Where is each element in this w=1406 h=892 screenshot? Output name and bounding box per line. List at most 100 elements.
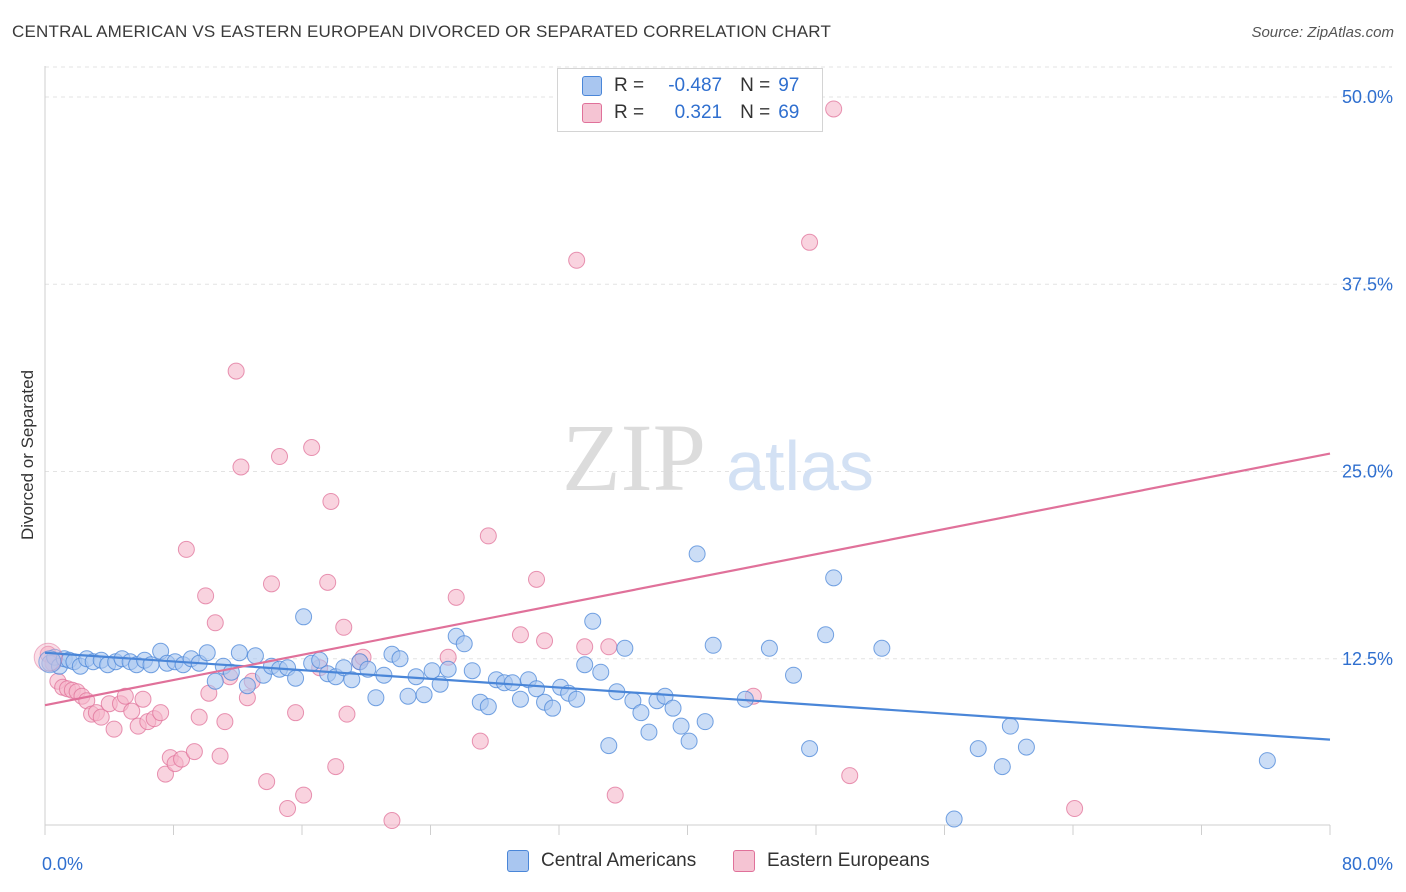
eastern-europeans-point <box>841 767 859 785</box>
chart-title: CENTRAL AMERICAN VS EASTERN EUROPEAN DIV… <box>12 22 832 41</box>
eastern-europeans-point <box>190 708 208 726</box>
watermark-zip: ZIP <box>562 404 706 511</box>
eastern-europeans-point <box>177 540 195 558</box>
r-value: -0.487 <box>668 75 723 96</box>
eastern-europeans-point <box>801 233 819 251</box>
eastern-europeans-point <box>319 573 337 591</box>
y-tick-label: 25.0% <box>1342 462 1393 482</box>
watermark-atlas: atlas <box>726 427 874 505</box>
y-tick-label: 37.5% <box>1342 274 1393 294</box>
central-americans-point <box>287 669 305 687</box>
eastern-europeans-point <box>173 750 191 768</box>
central-americans-point <box>415 686 433 704</box>
y-tick-label: 12.5% <box>1342 649 1393 669</box>
central-americans-point <box>568 690 586 708</box>
legend-item-central-americans[interactable]: Central Americans <box>507 850 696 872</box>
central-americans-point <box>664 699 682 717</box>
eastern-europeans-point <box>383 812 401 830</box>
grid-layer <box>45 66 1392 660</box>
eastern-europeans-point <box>152 704 170 722</box>
eastern-europeans-swatch <box>582 103 602 123</box>
eastern-europeans-point <box>33 642 63 672</box>
eastern-europeans-point <box>227 362 245 380</box>
central-americans-point <box>463 662 481 680</box>
n-label: N = <box>740 75 771 96</box>
r-value: 0.321 <box>674 102 723 123</box>
central-americans-point <box>295 608 313 626</box>
central-americans-point <box>206 672 224 690</box>
eastern-europeans-point <box>303 439 321 457</box>
central-americans-point <box>503 674 521 692</box>
central-americans-point <box>1017 738 1035 756</box>
central-americans-point <box>367 689 385 707</box>
eastern-europeans-point <box>262 575 280 593</box>
central-americans-point <box>801 740 819 758</box>
stats-row-central-americans: R = -0.487 N = 97 <box>582 73 799 99</box>
eastern-europeans-point <box>568 251 586 269</box>
eastern-europeans-point <box>134 690 152 708</box>
eastern-europeans-point <box>271 448 289 466</box>
n-value: 97 <box>778 75 800 96</box>
central-americans-point <box>1001 717 1019 735</box>
eastern-europeans-point <box>211 747 229 765</box>
central-americans-point <box>544 699 562 717</box>
source-label: Source: ZipAtlas.com <box>1251 24 1394 41</box>
legend-label: Eastern Europeans <box>767 850 930 871</box>
central-americans-point <box>439 660 457 678</box>
central-americans-point <box>584 612 602 630</box>
central-americans-point <box>760 639 778 657</box>
stats-row-eastern-europeans: R = 0.321 N = 69 <box>582 100 799 126</box>
x-tick-label: 80.0% <box>1342 854 1393 874</box>
eastern-europeans-point <box>156 765 174 783</box>
central-americans-point <box>616 639 634 657</box>
eastern-europeans-point <box>185 743 203 761</box>
eastern-europeans-point <box>105 720 123 738</box>
central-americans-point <box>672 717 690 735</box>
stats-legend: R = -0.487 N = 97 R = 0.321 N = 69 <box>557 68 823 132</box>
y-tick-label: 50.0% <box>1342 87 1393 107</box>
eastern-europeans-point <box>600 638 618 656</box>
eastern-europeans-point <box>232 458 250 476</box>
central-americans-point <box>825 569 843 587</box>
central-americans-point <box>785 666 803 684</box>
central-americans-legend-swatch <box>507 850 529 872</box>
eastern-europeans-trendline <box>44 452 1331 707</box>
central-americans-point <box>969 740 987 758</box>
y-axis-label: Divorced or Separated <box>18 370 37 540</box>
eastern-europeans-point <box>123 702 141 720</box>
eastern-europeans-point <box>1066 800 1084 818</box>
trend-layer <box>44 452 1331 741</box>
central-americans-point <box>479 698 497 716</box>
eastern-europeans-point <box>216 713 234 731</box>
eastern-europeans-point <box>197 587 215 605</box>
x-tick-label: 0.0% <box>42 854 83 874</box>
r-label: R = <box>614 75 645 96</box>
eastern-europeans-point <box>471 732 489 750</box>
legend-item-eastern-europeans[interactable]: Eastern Europeans <box>733 850 930 872</box>
central-americans-point <box>1258 752 1276 770</box>
eastern-europeans-point <box>335 618 353 636</box>
n-label: N = <box>740 102 771 123</box>
n-value: 69 <box>778 102 800 123</box>
central-americans-point <box>511 690 529 708</box>
legend-label: Central Americans <box>541 850 697 871</box>
tick-labels: 12.5% 25.0% 37.5% 50.0% 0.0% 80.0% <box>42 87 1393 874</box>
central-americans-point <box>246 647 264 665</box>
central-americans-point <box>238 677 256 695</box>
central-americans-point <box>576 656 594 674</box>
eastern-europeans-point <box>338 705 356 723</box>
central-americans-point <box>680 732 698 750</box>
central-americans-point <box>455 635 473 653</box>
central-americans-point <box>198 644 216 662</box>
eastern-europeans-point <box>528 570 546 588</box>
eastern-europeans-point <box>258 773 276 791</box>
central-americans-point <box>688 545 706 563</box>
central-americans-point <box>38 650 62 674</box>
central-americans-point <box>600 737 618 755</box>
eastern-europeans-point <box>92 708 110 726</box>
eastern-europeans-point <box>479 527 497 545</box>
eastern-europeans-point <box>327 758 345 776</box>
central-americans-point <box>632 704 650 722</box>
eastern-europeans-point <box>206 614 224 632</box>
